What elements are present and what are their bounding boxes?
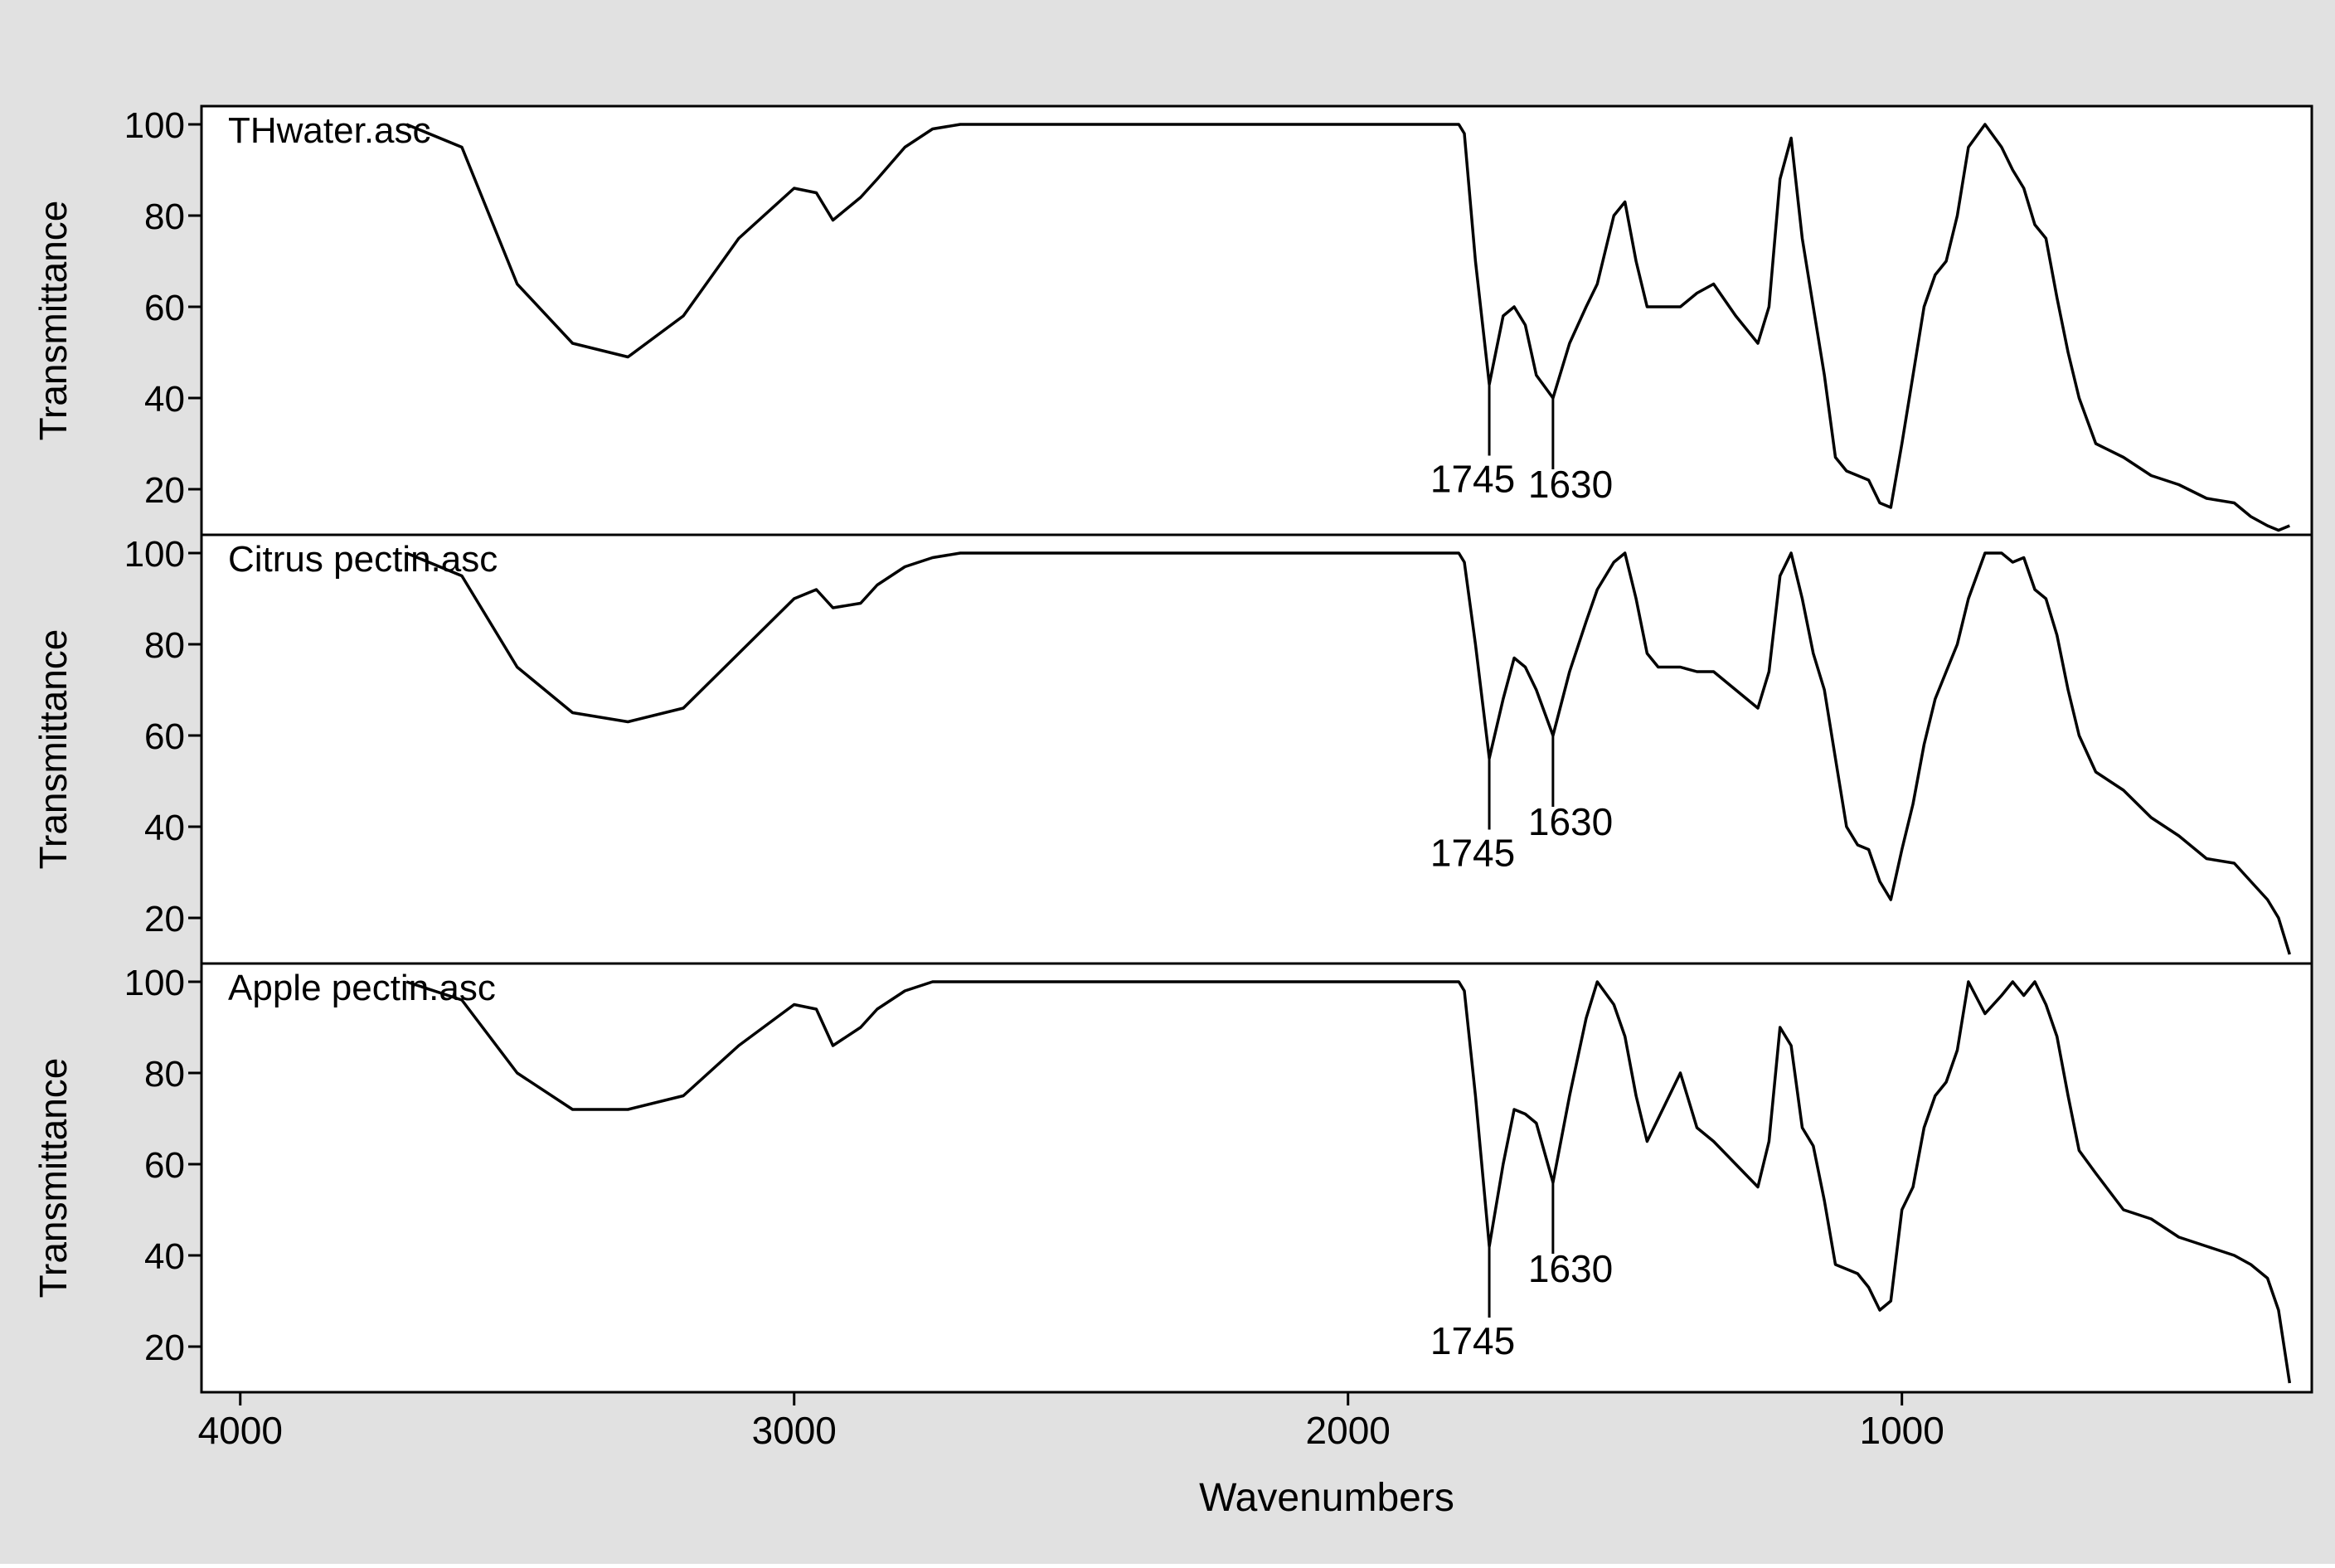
y-axis-label: Transmittance: [32, 201, 75, 441]
panel-2: 20 40 60 80 100 Transmittance Citrus pectin.as…: [32, 533, 2313, 965]
spectrum-line: [405, 123, 2290, 532]
y-tick-label: 20: [144, 899, 185, 939]
y-tick-label: 60: [144, 288, 185, 328]
x-tick-label: 3000: [752, 1409, 837, 1452]
panel-1: 20 40 60 80 100 Transmittance THwater.asc 1745 1…: [32, 104, 2313, 536]
panel-3: 20 40 60 80 100 Transmittance Apple pectin.asc…: [32, 962, 2313, 1394]
panel-name-label: Citrus pectin.asc: [228, 539, 498, 580]
y-tick-label: 100: [124, 105, 185, 146]
chart-panels: 20 40 60 80 100 Transmittance THwater.asc 1745 1…: [32, 104, 2313, 1394]
y-axis-label: Transmittance: [32, 1058, 75, 1299]
x-tick-label: 4000: [198, 1409, 283, 1452]
peak-label: 1630: [1528, 463, 1613, 506]
x-axis: 4000 3000 2000 1000: [198, 1392, 1944, 1452]
panel-name-label: THwater.asc: [228, 110, 431, 151]
peak-label: 1745: [1430, 1319, 1515, 1362]
peak-label: 1630: [1528, 1247, 1613, 1290]
x-tick-label: 2000: [1306, 1409, 1391, 1452]
y-tick-label: 80: [144, 1054, 185, 1095]
y-tick-label: 20: [144, 470, 185, 511]
panel-plot-area: [200, 533, 2313, 965]
peak-label: 1745: [1430, 832, 1515, 875]
y-axis-label: Transmittance: [32, 629, 75, 870]
spectrum-line: [405, 551, 2291, 955]
y-tick-label: 60: [144, 1145, 185, 1186]
spectrum-line: [405, 980, 2292, 1384]
y-tick-label: 20: [144, 1328, 185, 1368]
y-tick-label: 40: [144, 1236, 185, 1277]
panel-name-label: Apple pectin.asc: [228, 968, 496, 1008]
panel-plot-area: [200, 104, 2313, 536]
y-tick-label: 40: [144, 808, 185, 848]
peak-label: 1745: [1430, 458, 1515, 501]
peak-label: 1630: [1528, 800, 1613, 843]
x-tick-label: 1000: [1860, 1409, 1944, 1452]
y-tick-label: 40: [144, 379, 185, 420]
y-tick-label: 100: [124, 963, 185, 1003]
y-tick-label: 80: [144, 197, 185, 237]
y-tick-label: 60: [144, 716, 185, 757]
x-axis-label: Wavenumbers: [1199, 1476, 1454, 1520]
y-tick-label: 80: [144, 625, 185, 666]
panel-plot-area: [200, 962, 2313, 1394]
y-tick-label: 100: [124, 534, 185, 575]
